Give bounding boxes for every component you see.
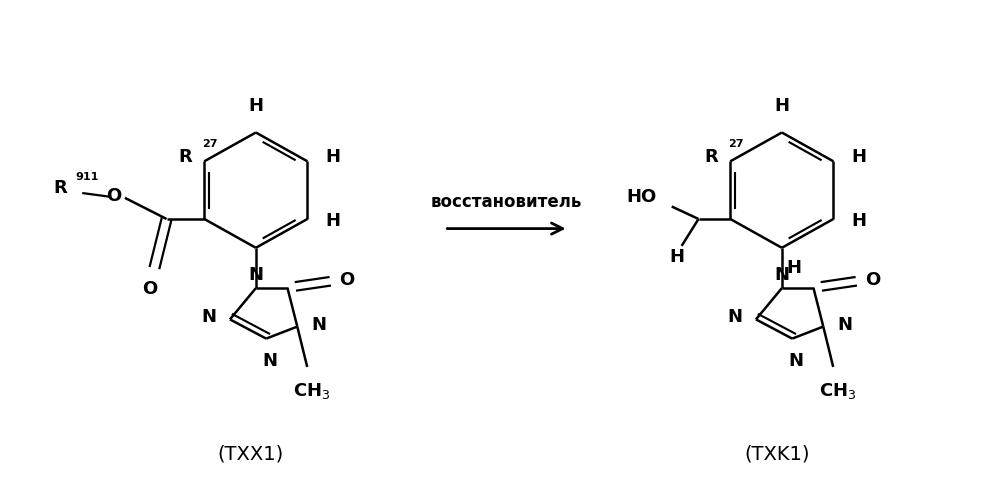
Text: O: O [142, 280, 158, 298]
Text: 27: 27 [729, 139, 744, 149]
Text: CH$_3$: CH$_3$ [293, 382, 331, 401]
Text: 911: 911 [75, 172, 99, 182]
Text: N: N [201, 309, 216, 327]
Text: H: H [851, 148, 866, 166]
Text: H: H [249, 97, 263, 115]
Text: N: N [774, 266, 789, 284]
Text: 27: 27 [203, 139, 218, 149]
Text: N: N [311, 316, 326, 334]
Text: восстановитель: восстановитель [431, 192, 582, 211]
Text: H: H [670, 248, 685, 266]
Text: H: H [786, 260, 801, 278]
Text: (TXX1): (TXX1) [218, 445, 284, 464]
Text: N: N [837, 316, 852, 334]
Text: N: N [249, 266, 263, 284]
Text: R: R [179, 149, 193, 167]
Text: H: H [774, 97, 789, 115]
Text: (TXK1): (TXK1) [745, 445, 809, 464]
Text: N: N [262, 352, 277, 370]
Text: N: N [728, 309, 743, 327]
Text: HO: HO [627, 188, 657, 206]
Text: O: O [106, 187, 121, 205]
Text: O: O [339, 272, 354, 290]
Text: N: N [788, 352, 803, 370]
Text: R: R [705, 149, 719, 167]
Text: H: H [325, 148, 340, 166]
Text: H: H [851, 212, 866, 230]
Text: CH$_3$: CH$_3$ [819, 382, 857, 401]
Text: H: H [325, 212, 340, 230]
Text: O: O [865, 272, 880, 290]
Text: R: R [54, 179, 67, 197]
